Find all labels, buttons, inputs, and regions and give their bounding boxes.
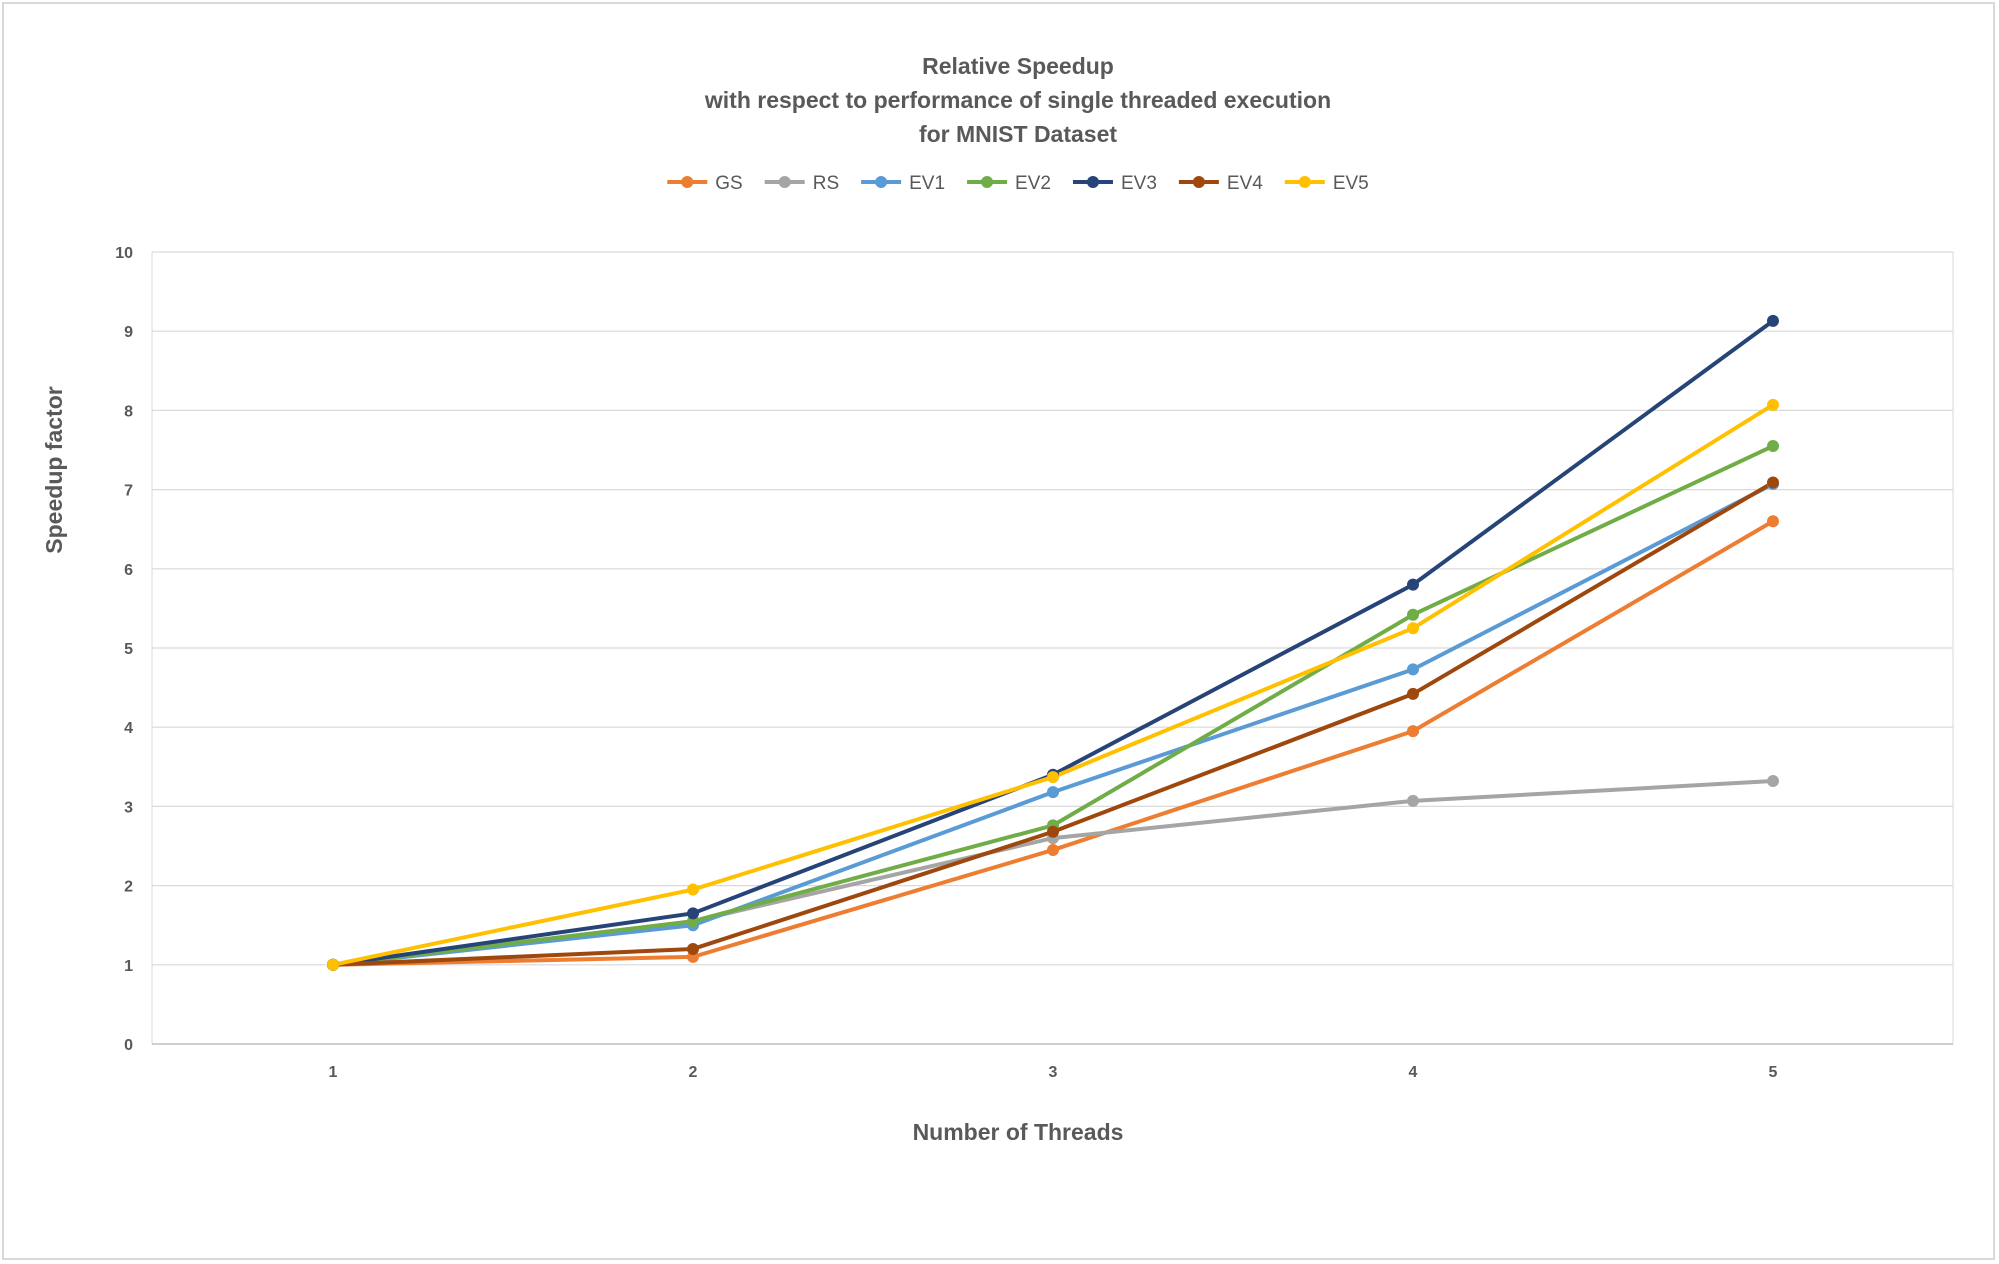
legend-swatch-marker — [981, 176, 994, 188]
series-markers — [327, 314, 1779, 971]
y-tick-label: 9 — [124, 324, 133, 341]
data-point-ev4-2 — [687, 942, 699, 955]
data-point-ev5-5 — [1767, 398, 1779, 411]
y-tick-label: 2 — [124, 879, 133, 896]
legend-swatch-marker — [875, 176, 888, 188]
legend-label: EV3 — [1121, 173, 1157, 194]
data-point-ev3-5 — [1767, 314, 1779, 327]
data-point-rs-5 — [1767, 775, 1779, 788]
y-tick-label: 8 — [124, 403, 133, 420]
legend-swatch-marker — [1192, 176, 1205, 188]
y-tick-label: 3 — [124, 799, 133, 816]
data-point-gs-4 — [1407, 725, 1419, 738]
x-axis-title: Number of Threads — [913, 1119, 1124, 1145]
data-point-ev1-4 — [1407, 663, 1419, 676]
x-tick-label: 5 — [1769, 1064, 1778, 1081]
y-tick-label: 10 — [115, 245, 133, 262]
legend-item-ev1: EV1 — [861, 173, 945, 194]
legend-swatch-marker — [1086, 176, 1099, 188]
legend-item-ev4: EV4 — [1178, 173, 1263, 194]
y-axis-ticks: 0 1 2 3 4 5 6 7 8 9 10 — [115, 245, 133, 1054]
legend-swatch-marker — [1298, 176, 1311, 188]
legend-label: GS — [715, 173, 742, 194]
data-point-ev5-3 — [1047, 771, 1059, 784]
y-tick-label: 6 — [124, 562, 133, 579]
y-axis-title: Speedup factor — [41, 386, 67, 553]
legend-swatch-marker — [681, 176, 694, 188]
legend-item-ev3: EV3 — [1072, 173, 1157, 194]
data-point-ev4-4 — [1407, 687, 1419, 700]
y-tick-label: 7 — [124, 483, 133, 500]
legend-swatch-marker — [778, 176, 791, 188]
x-axis-ticks: 1 2 3 4 5 — [329, 1064, 1778, 1081]
y-tick-label: 4 — [124, 720, 133, 737]
data-point-rs-4 — [1407, 794, 1419, 807]
data-point-ev4-5 — [1767, 476, 1779, 489]
legend-item-rs: RS — [764, 173, 839, 194]
chart-title-line-1: Relative Speedup — [922, 53, 1114, 79]
data-point-ev4-3 — [1047, 825, 1059, 838]
data-point-ev2-5 — [1767, 440, 1779, 453]
data-point-ev3-4 — [1407, 578, 1419, 591]
data-point-ev5-1 — [327, 958, 339, 971]
data-point-ev2-4 — [1407, 608, 1419, 621]
legend: GS RS EV1 EV2 EV3 EV4 EV5 — [667, 173, 1369, 194]
y-tick-label: 0 — [124, 1037, 133, 1054]
data-point-ev1-3 — [1047, 786, 1059, 799]
data-point-gs-3 — [1047, 843, 1059, 856]
x-tick-label: 4 — [1409, 1064, 1418, 1081]
legend-label: EV4 — [1227, 173, 1263, 194]
x-tick-label: 1 — [329, 1064, 338, 1081]
legend-item-ev2: EV2 — [967, 173, 1051, 194]
data-point-ev5-4 — [1407, 622, 1419, 635]
data-point-ev3-2 — [687, 907, 699, 920]
legend-label: RS — [813, 173, 839, 194]
y-tick-label: 1 — [124, 958, 133, 975]
x-tick-label: 2 — [689, 1064, 698, 1081]
legend-label: EV2 — [1015, 173, 1051, 194]
chart-title-line-3: for MNIST Dataset — [919, 121, 1117, 147]
legend-label: EV1 — [909, 173, 945, 194]
x-tick-label: 3 — [1049, 1064, 1058, 1081]
data-point-gs-5 — [1767, 515, 1779, 528]
y-tick-label: 5 — [124, 641, 133, 658]
legend-item-gs: GS — [667, 173, 743, 194]
legend-label: EV5 — [1333, 173, 1369, 194]
chart-title-line-2: with respect to performance of single th… — [704, 87, 1331, 113]
legend-item-ev5: EV5 — [1284, 173, 1369, 194]
data-point-ev5-2 — [687, 883, 699, 896]
chart-title: Relative Speedup with respect to perform… — [704, 53, 1331, 147]
